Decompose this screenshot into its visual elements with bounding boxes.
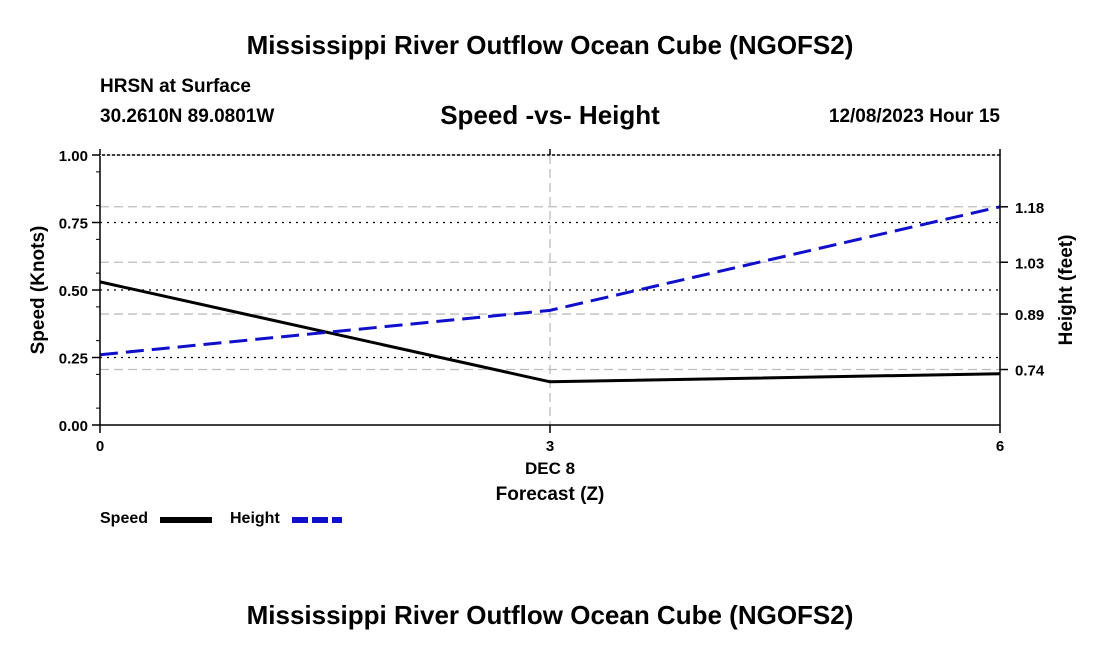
y-axis-left-label: Speed (Knots) <box>28 226 49 355</box>
grid-layer <box>100 155 1000 425</box>
y-right-tick-label: 0.74 <box>1015 363 1045 380</box>
y-left-tick-label: 0.75 <box>59 216 88 233</box>
datetime-label: 12/08/2023 Hour 15 <box>828 106 1000 127</box>
y-left-tick-label: 0.00 <box>59 418 88 435</box>
y-right-tick-label: 0.89 <box>1015 307 1044 324</box>
x-tick-label: 6 <box>996 438 1004 455</box>
y-left-tick-label: 1.00 <box>59 148 88 165</box>
x-date-label: DEC 8 <box>525 459 575 478</box>
coordinates-label: 30.2610N 89.0801W <box>100 106 275 127</box>
legend-height-swatch <box>292 517 342 523</box>
footer-title: Mississippi River Outflow Ocean Cube (NG… <box>246 600 854 630</box>
legend-speed-swatch <box>160 517 212 523</box>
x-tick-label: 0 <box>96 438 104 455</box>
chart-title: Speed -vs- Height <box>440 100 660 130</box>
station-label: HRSN at Surface <box>100 76 251 97</box>
y-right-tick-label: 1.03 <box>1015 255 1044 272</box>
y-left-tick-label: 0.50 <box>59 283 88 300</box>
series-layer <box>99 205 1001 384</box>
x-tick-label: 3 <box>546 438 554 455</box>
legend-speed-label: Speed <box>100 510 149 527</box>
series-line-height <box>99 205 1001 357</box>
y-axis-right-label: Height (feet) <box>1056 235 1077 346</box>
axis-layer: 0.00 0.25 0.50 0.75 1.00 0.74 0.89 1.03 1.18 0 3 6 <box>59 148 1045 455</box>
series-line-speed <box>99 280 1001 384</box>
main-title: Mississippi River Outflow Ocean Cube (NG… <box>246 30 854 60</box>
legend-height-label: Height <box>230 510 280 527</box>
x-axis-label: Forecast (Z) <box>496 484 605 505</box>
y-right-tick-label: 1.18 <box>1015 200 1044 217</box>
y-left-tick-label: 0.25 <box>59 351 88 368</box>
